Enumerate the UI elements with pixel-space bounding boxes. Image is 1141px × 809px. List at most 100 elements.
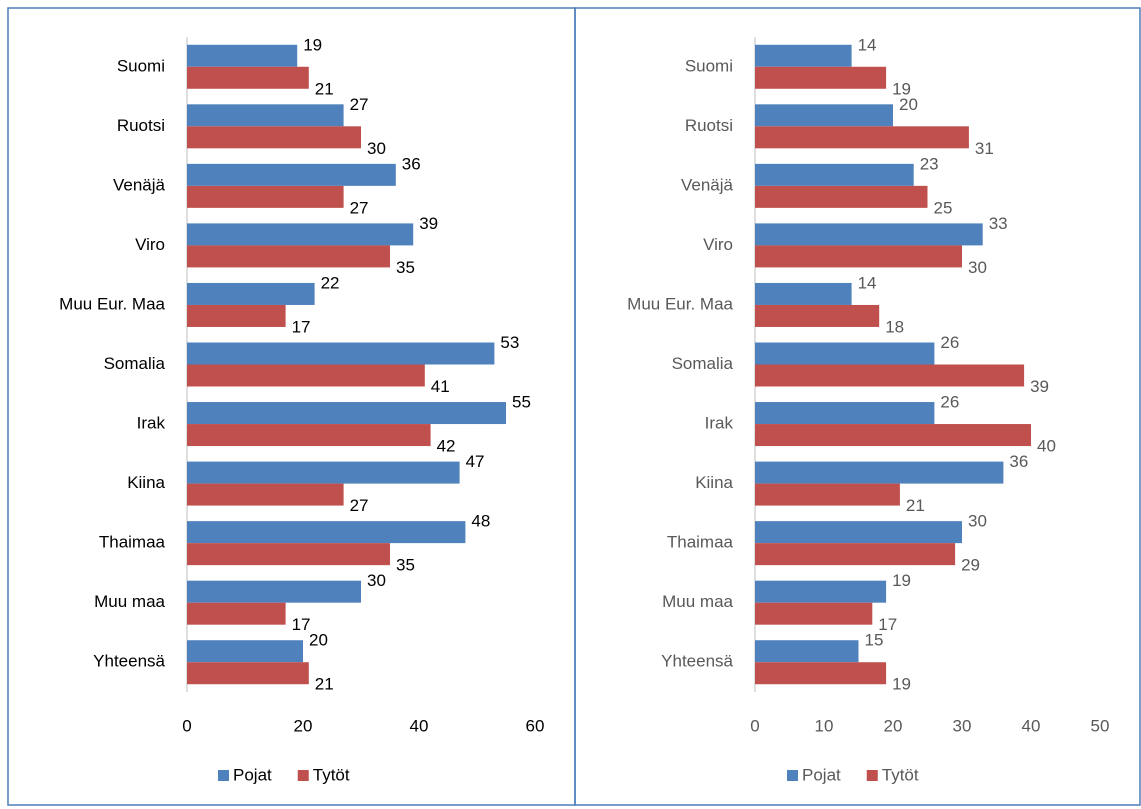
value-label: 30 — [367, 571, 386, 590]
legend-swatch — [218, 770, 229, 781]
legend-swatch — [866, 770, 878, 781]
value-label: 14 — [858, 35, 877, 54]
value-label: 19 — [892, 571, 911, 590]
value-label: 53 — [500, 333, 519, 352]
bar — [187, 245, 390, 268]
value-label: 27 — [350, 496, 369, 515]
value-label: 20 — [899, 95, 918, 114]
y-tick-label: Muu Eur. Maa — [59, 294, 165, 313]
x-tick-label: 40 — [1022, 716, 1041, 735]
bar — [755, 282, 852, 305]
panel-border — [574, 7, 1141, 806]
value-label: 35 — [396, 258, 415, 277]
bar — [187, 483, 344, 506]
value-label: 55 — [512, 393, 531, 412]
value-label: 26 — [940, 333, 959, 352]
bar — [187, 126, 361, 149]
y-tick-label: Muu maa — [662, 592, 733, 611]
x-tick-label: 50 — [1091, 716, 1110, 735]
value-label: 39 — [1030, 377, 1049, 396]
bar — [187, 163, 396, 186]
value-label: 33 — [989, 214, 1008, 233]
bar — [187, 543, 390, 566]
value-label: 29 — [961, 556, 980, 575]
value-label: 27 — [350, 198, 369, 217]
bar — [755, 126, 969, 149]
value-label: 30 — [367, 139, 386, 158]
legend-label: Pojat — [802, 765, 841, 784]
legend-swatch — [297, 770, 309, 781]
bar — [755, 543, 956, 566]
bar — [187, 364, 425, 387]
value-label: 22 — [321, 273, 340, 292]
bar — [755, 245, 962, 268]
value-label: 21 — [315, 79, 334, 98]
bar — [187, 66, 309, 89]
legend-label: Tytöt — [882, 765, 919, 784]
bar — [755, 44, 852, 67]
bar — [755, 304, 880, 327]
x-tick-label: 0 — [750, 716, 759, 735]
bar — [187, 662, 309, 685]
bar — [187, 342, 495, 365]
y-tick-label: Thaimaa — [99, 533, 166, 552]
bar — [755, 342, 935, 365]
bar — [187, 304, 286, 327]
bar — [755, 104, 893, 127]
bar — [187, 640, 303, 663]
value-label: 35 — [396, 556, 415, 575]
legend-label: Tytöt — [313, 765, 350, 784]
y-tick-label: Ruotsi — [685, 116, 733, 135]
value-label: 30 — [968, 258, 987, 277]
bar — [755, 521, 962, 544]
value-label: 47 — [466, 452, 485, 471]
value-label: 15 — [865, 631, 884, 650]
legend-swatch — [787, 770, 798, 781]
bar — [755, 163, 914, 186]
value-label: 36 — [402, 154, 421, 173]
x-tick-label: 10 — [815, 716, 834, 735]
legend-label: Pojat — [233, 765, 272, 784]
value-label: 39 — [419, 214, 438, 233]
value-label: 21 — [906, 496, 925, 515]
bar — [187, 185, 344, 208]
bar — [187, 402, 506, 425]
x-tick-label: 60 — [526, 716, 545, 735]
y-tick-label: Muu Eur. Maa — [627, 294, 733, 313]
value-label: 20 — [309, 631, 328, 650]
value-label: 21 — [315, 675, 334, 694]
x-tick-label: 0 — [182, 716, 191, 735]
bar — [755, 424, 1031, 447]
bar — [755, 185, 928, 208]
value-label: 36 — [1009, 452, 1028, 471]
y-tick-label: Kiina — [695, 473, 733, 492]
value-label: 19 — [303, 35, 322, 54]
value-label: 41 — [431, 377, 450, 396]
bar — [187, 521, 466, 544]
bar — [187, 461, 460, 484]
bar — [187, 44, 298, 67]
bar — [755, 602, 873, 625]
bar — [755, 402, 935, 425]
value-label: 26 — [940, 393, 959, 412]
bar — [755, 640, 859, 663]
bar — [187, 424, 431, 447]
y-tick-label: Viro — [135, 235, 165, 254]
bar — [187, 104, 344, 127]
y-tick-label: Somalia — [672, 354, 734, 373]
bar — [187, 223, 414, 246]
value-label: 18 — [885, 317, 904, 336]
value-label: 27 — [350, 95, 369, 114]
x-tick-label: 20 — [884, 716, 903, 735]
y-tick-label: Kiina — [127, 473, 165, 492]
y-tick-label: Venäjä — [681, 175, 734, 194]
x-tick-label: 30 — [953, 716, 972, 735]
value-label: 14 — [858, 273, 877, 292]
bar — [187, 282, 315, 305]
value-label: 25 — [934, 198, 953, 217]
x-tick-label: 20 — [294, 716, 313, 735]
y-tick-label: Somalia — [104, 354, 166, 373]
bar — [755, 461, 1004, 484]
bar — [755, 580, 887, 603]
